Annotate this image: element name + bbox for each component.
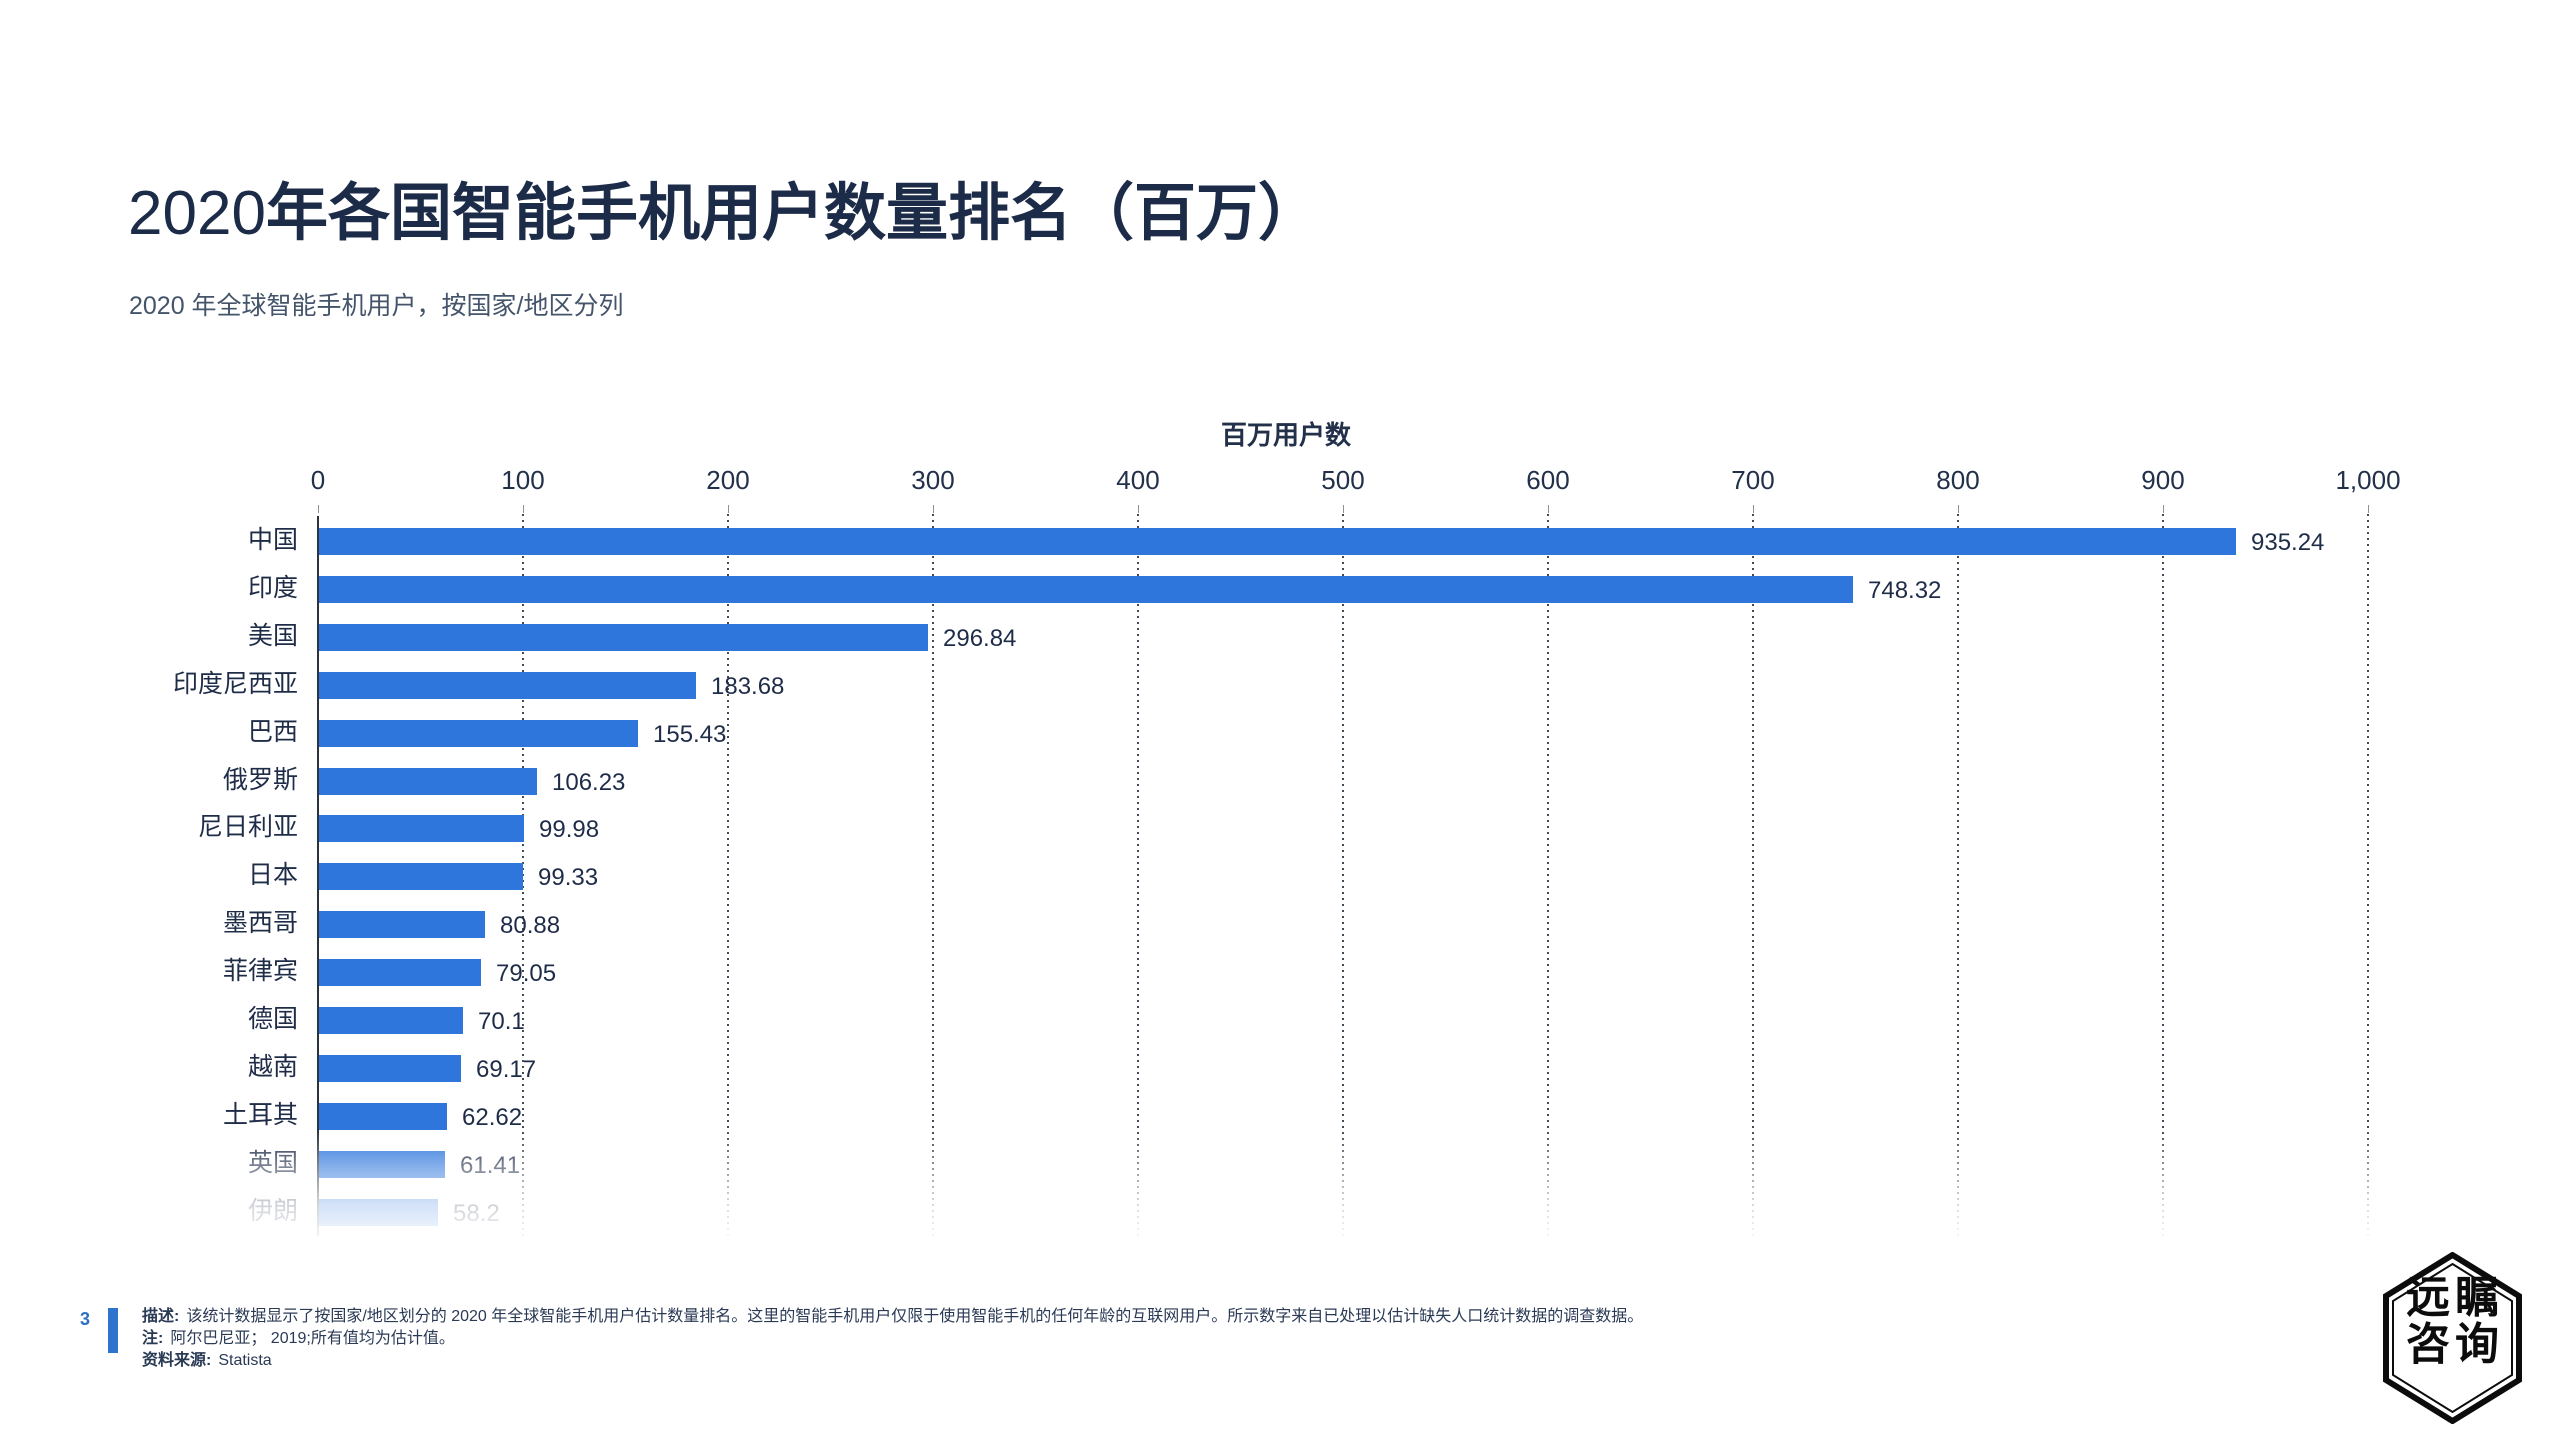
x-tick-label: 600 bbox=[1526, 465, 1570, 495]
logo-text: 远瞩 咨询 bbox=[2382, 1274, 2523, 1368]
gridline bbox=[2367, 514, 2369, 1236]
value-label: 79.05 bbox=[496, 960, 557, 988]
bar bbox=[319, 575, 1853, 603]
x-tick-mark bbox=[1958, 505, 1959, 513]
value-label: 99.33 bbox=[538, 864, 599, 892]
value-label: 99.98 bbox=[539, 816, 600, 844]
bottom-fade-overlay bbox=[110, 1130, 2490, 1262]
x-tick-label: 300 bbox=[911, 465, 955, 495]
gridline bbox=[727, 514, 729, 1236]
logo-text-line1: 远瞩 bbox=[2406, 1273, 2504, 1322]
gridline bbox=[1137, 514, 1139, 1236]
logo-hexagon-icon bbox=[2383, 1252, 2522, 1424]
x-tick-label: 400 bbox=[1116, 465, 1160, 495]
gridline bbox=[1957, 514, 1959, 1236]
page-title-text: 年各国智能手机用户数量排名（百万） bbox=[265, 179, 1320, 248]
logo-text-line2: 咨询 bbox=[2406, 1320, 2504, 1369]
bar bbox=[319, 719, 638, 747]
value-label: 748.32 bbox=[1868, 576, 1942, 604]
footer-note-line: 资料来源: Statista bbox=[142, 1350, 1643, 1372]
category-label: 日本 bbox=[247, 862, 298, 890]
x-tick-label: 700 bbox=[1731, 465, 1775, 495]
x-tick-mark bbox=[933, 505, 934, 513]
category-label: 土耳其 bbox=[222, 1101, 298, 1129]
bar bbox=[319, 1102, 447, 1130]
value-label: 70.1 bbox=[478, 1008, 525, 1035]
bar bbox=[319, 528, 2236, 555]
footer-note-label: 注: bbox=[142, 1330, 164, 1347]
y-axis-line bbox=[317, 516, 319, 1236]
category-label: 俄罗斯 bbox=[222, 766, 298, 794]
bar bbox=[319, 767, 537, 795]
x-tick-label: 900 bbox=[2141, 465, 2185, 495]
x-tick-mark bbox=[1548, 505, 1549, 513]
value-label: 183.68 bbox=[711, 672, 785, 700]
bar bbox=[319, 1007, 463, 1034]
gridline bbox=[2162, 514, 2164, 1236]
page-title-year: 2020 bbox=[128, 179, 266, 248]
x-tick-label: 200 bbox=[706, 465, 750, 495]
bar bbox=[319, 1054, 461, 1082]
bar bbox=[319, 815, 524, 843]
category-label: 美国 bbox=[247, 622, 298, 650]
bar bbox=[319, 671, 696, 699]
category-label: 中国 bbox=[247, 527, 298, 554]
x-tick-mark bbox=[523, 505, 524, 513]
value-label: 106.23 bbox=[552, 768, 626, 796]
value-label: 935.24 bbox=[2251, 529, 2325, 556]
page-number: 3 bbox=[80, 1309, 91, 1329]
category-label: 越南 bbox=[247, 1053, 298, 1081]
x-tick-mark bbox=[1138, 505, 1139, 513]
x-tick-mark bbox=[1753, 505, 1754, 513]
footer-notes: 描述: 该统计数据显示了按国家/地区划分的 2020 年全球智能手机用户估计数量排… bbox=[142, 1306, 1643, 1372]
x-tick-mark bbox=[728, 505, 729, 513]
gridline bbox=[932, 514, 934, 1236]
footer-note-text: 该统计数据显示了按国家/地区划分的 2020 年全球智能手机用户估计数量排名。这… bbox=[186, 1308, 1644, 1325]
bar bbox=[319, 863, 523, 891]
bar bbox=[319, 623, 928, 651]
bar bbox=[319, 959, 481, 987]
footer-note-line: 注: 阿尔巴尼亚； 2019;所有值均为估计值。 bbox=[142, 1328, 1643, 1350]
footer-note-label: 描述: bbox=[142, 1308, 180, 1325]
footer-note-label: 资料来源: bbox=[142, 1352, 212, 1369]
category-label: 印度尼西亚 bbox=[172, 670, 298, 698]
x-tick-label: 100 bbox=[501, 465, 545, 495]
value-label: 69.17 bbox=[476, 1055, 537, 1083]
x-tick-mark bbox=[2368, 505, 2369, 513]
page-subtitle: 2020 年全球智能手机用户，按国家/地区分列 bbox=[129, 292, 624, 320]
value-label: 62.62 bbox=[462, 1103, 523, 1131]
category-label: 德国 bbox=[247, 1006, 298, 1033]
x-tick-label: 500 bbox=[1321, 465, 1365, 495]
company-logo: 远瞩 咨询 bbox=[2382, 1252, 2523, 1424]
value-label: 296.84 bbox=[943, 624, 1017, 652]
category-label: 印度 bbox=[247, 574, 298, 602]
category-label: 墨西哥 bbox=[222, 910, 298, 938]
bar bbox=[319, 911, 485, 939]
x-tick-mark bbox=[2163, 505, 2164, 513]
category-label: 尼日利亚 bbox=[197, 814, 298, 842]
gridline bbox=[1342, 514, 1344, 1236]
x-axis-title: 百万用户数 bbox=[1220, 420, 1351, 450]
footer-note-text: 阿尔巴尼亚； 2019;所有值均为估计值。 bbox=[170, 1330, 455, 1347]
gridline bbox=[522, 514, 524, 1236]
value-label: 80.88 bbox=[500, 912, 561, 940]
gridline bbox=[1752, 514, 1754, 1236]
x-tick-label: 0 bbox=[310, 465, 326, 495]
x-tick-mark bbox=[1343, 505, 1344, 513]
footer-note-line: 描述: 该统计数据显示了按国家/地区划分的 2020 年全球智能手机用户估计数量排… bbox=[142, 1306, 1643, 1328]
page-title: 2020年各国智能手机用户数量排名（百万） bbox=[128, 162, 1320, 252]
value-label: 155.43 bbox=[653, 720, 727, 748]
x-tick-mark bbox=[318, 505, 319, 513]
x-tick-label: 1,000 bbox=[2335, 465, 2401, 495]
category-label: 巴西 bbox=[247, 718, 298, 746]
footer-note-text: Statista bbox=[218, 1352, 272, 1369]
category-label: 菲律宾 bbox=[222, 958, 298, 986]
footer-accent-bar bbox=[108, 1308, 118, 1353]
x-tick-label: 800 bbox=[1936, 465, 1980, 495]
gridline bbox=[1547, 514, 1549, 1236]
